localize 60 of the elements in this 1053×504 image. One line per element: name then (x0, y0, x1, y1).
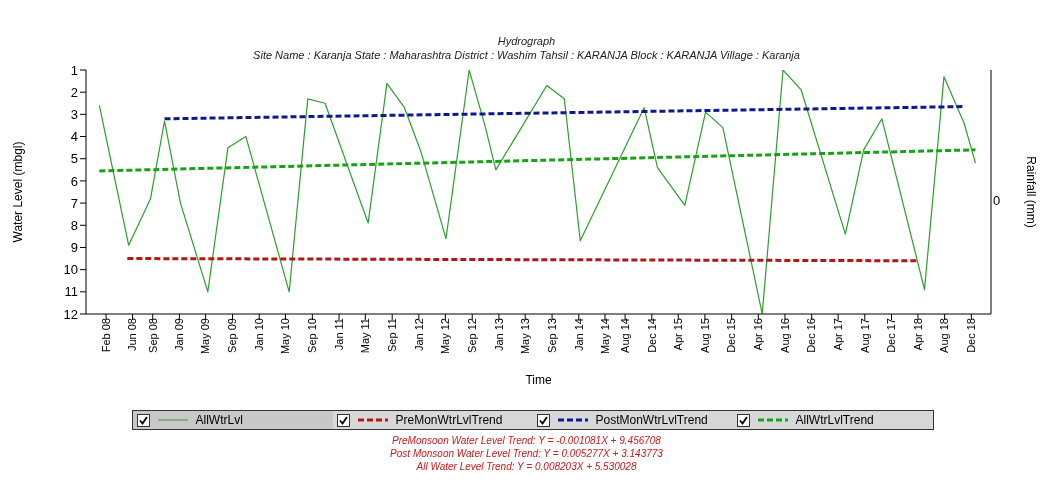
x-tick-label: Aug 16 (778, 318, 791, 353)
x-tick-label: Aug 15 (698, 318, 711, 353)
legend-label: AllWtrLvl (195, 413, 243, 427)
x-tick-label: Sep 10 (306, 318, 319, 353)
x-tick-label: May 11 (359, 318, 372, 354)
x-tick-label: Sep 08 (146, 318, 159, 353)
chart-title: Hydrograph (497, 35, 556, 47)
x-tick-label: May 10 (279, 318, 292, 355)
x-tick-label: Apr 17 (831, 318, 844, 351)
x-tick-label: Apr 18 (911, 318, 924, 351)
x-tick-label: Apr 16 (752, 318, 765, 351)
legend-label: AllWtrLvlTrend (795, 413, 874, 427)
y-tick-label: 10 (63, 262, 78, 278)
x-tick-label: Jan 10 (253, 318, 266, 352)
y-tick-label: 9 (70, 240, 78, 256)
x-tick-label: Dec 18 (965, 318, 978, 353)
y-tick-label: 6 (70, 173, 78, 189)
y-tick-label: 4 (70, 129, 78, 145)
y-tick-label: 8 (70, 217, 78, 233)
line-series (98, 70, 977, 314)
y-tick-label: 2 (70, 84, 78, 100)
x-tick-label: May 14 (598, 318, 611, 355)
x-tick-label: Jan 12 (412, 318, 425, 352)
x-tick-label: Dec 17 (885, 318, 898, 353)
x-tick-label: Sep 11 (386, 318, 398, 353)
x-tick-label: Feb 08 (99, 318, 112, 353)
x-tick-label: Jan 09 (173, 318, 186, 352)
x-tick-label: May 09 (199, 318, 212, 355)
legend-label: PostMonWtrLvlTrend (595, 413, 708, 427)
x-tick-label: Dec 14 (645, 318, 658, 353)
x-tick-label: Jan 14 (572, 318, 585, 352)
x-tick-label: Dec 16 (805, 318, 818, 353)
x-tick-label: Dec 15 (725, 318, 738, 353)
y2-axis-title: Rainfall (mm) (1023, 156, 1038, 228)
x-tick-label: Apr 15 (672, 318, 685, 351)
legend-label: PreMonWtrLvlTrend (395, 413, 503, 427)
text: PreMonsoon Water Level Trend: Y = -0.001081X + 9.456708 (392, 435, 661, 446)
x-tick-label: Jan 11 (332, 318, 345, 351)
y-tick-label: 1 (70, 62, 78, 78)
x-tick-label: May 12 (439, 318, 452, 355)
x-tick-label: Sep 09 (226, 318, 239, 353)
y-tick-label: 3 (70, 106, 78, 122)
y-tick-label: 12 (63, 306, 78, 322)
y-tick-label: 11 (64, 284, 78, 300)
x-tick-label: Jun 08 (126, 318, 139, 352)
x-tick-label: Aug 14 (618, 318, 631, 353)
text: Post Monsoon Water Level Trend: Y = 0.005277X + 3.143773 (390, 448, 663, 459)
y-tick-label: 5 (70, 151, 78, 167)
x-tick-label: Aug 17 (858, 318, 871, 353)
x-tick-label: Jan 13 (492, 318, 505, 352)
x-tick-label: Sep 12 (466, 318, 479, 353)
y-tick-label: 7 (70, 195, 78, 211)
x-tick-label: Aug 18 (938, 318, 951, 353)
y-axis-title: Water Level (mbgl) (11, 141, 26, 243)
text: 0 (993, 193, 1001, 208)
chart-subtitle: Site Name : Karanja State : Maharashtra District : Washim Tahsil : KARANJA Block : KARANJA Village : Karanja (253, 49, 800, 61)
x-axis-title: Time (525, 373, 552, 387)
x-tick-label: Sep 13 (545, 318, 558, 353)
x-tick-label: May 13 (518, 318, 531, 355)
text: All Water Level Trend: Y = 0.008203X + 5.530028 (416, 461, 637, 472)
